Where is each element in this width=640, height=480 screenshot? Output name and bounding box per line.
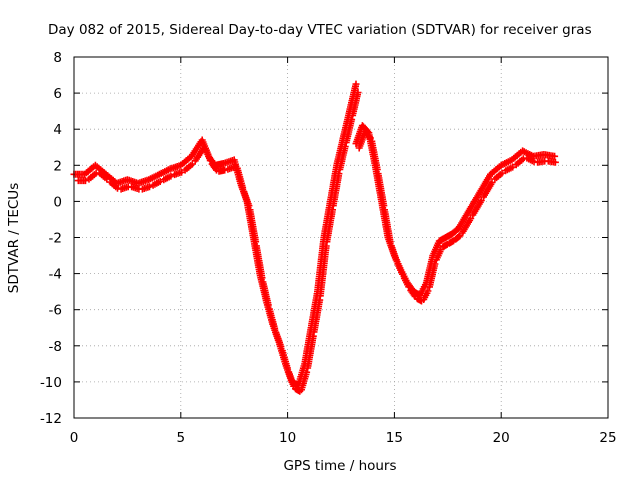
data-point-fill [551,158,559,166]
y-tick-label: 8 [53,50,62,66]
x-tick-label: 20 [493,430,510,446]
y-tick-label: -4 [49,267,62,283]
y-tick-label: -8 [49,339,62,355]
x-axis-label: GPS time / hours [283,458,396,474]
data-point-fill [348,116,356,124]
data-point [352,80,360,88]
data-points [70,80,559,395]
data-point-fill [156,178,164,185]
grid-lines [74,57,608,418]
y-tick-label: -10 [40,375,62,391]
y-tick-label: -12 [40,411,62,427]
data-point-fill [467,215,475,222]
data-point-fill [335,170,343,178]
axis-ticks: 0 5 10 15 20 25 -12 -10 -8 -6 -4 -2 0 2 4 6 8 [40,50,617,446]
data-point-fill [146,183,153,191]
data-point-fill [167,172,175,180]
data-point-fill [364,128,372,136]
x-tick-label: 5 [177,430,186,446]
y-tick-label: 2 [53,158,62,174]
y-tick-label: 4 [53,122,62,138]
x-tick-label: 15 [386,430,403,446]
y-tick-label: -2 [49,231,62,247]
data-point-fill [221,166,229,174]
x-tick-label: 10 [279,430,296,446]
y-tick-label: 6 [53,86,62,102]
y-tick-label: -6 [49,303,62,319]
y-axis-label: SDTVAR / TECUs [6,183,22,293]
data-point-fill [354,89,362,96]
data-point-fill [82,177,89,185]
x-tick-label: 0 [70,430,79,446]
data-point-fill [424,287,432,295]
data-point-fill [455,233,463,241]
data-point-fill [431,260,439,268]
data-point-fill [477,197,485,204]
x-tick-label: 25 [599,430,616,446]
y-tick-label: 0 [53,194,62,210]
chart-title: Day 082 of 2015, Sidereal Day-to-day VTE… [48,22,592,38]
data-point [551,152,559,160]
data-point-fill [341,143,349,151]
data-point-fill [303,368,311,376]
